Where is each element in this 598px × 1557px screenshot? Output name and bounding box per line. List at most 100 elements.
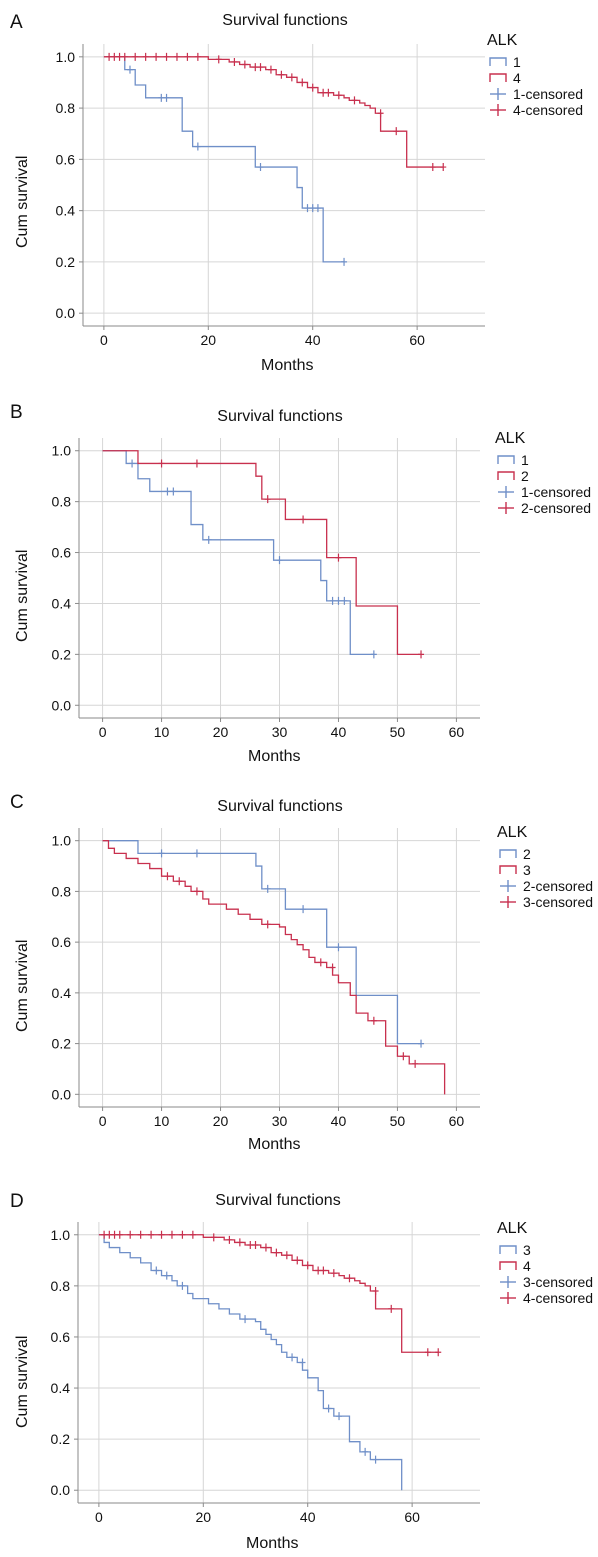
x-tick-label: 0 bbox=[95, 1509, 103, 1525]
x-axis-label: Months bbox=[248, 1136, 301, 1153]
legend-item: 4-censored bbox=[487, 102, 583, 118]
legend-item: 4 bbox=[487, 70, 583, 86]
legend-swatch bbox=[495, 501, 517, 515]
legend-label: 1-censored bbox=[521, 484, 592, 500]
censored-mark-4 bbox=[294, 1256, 301, 1265]
censored-mark-3 bbox=[336, 1412, 343, 1421]
legend-label: 2 bbox=[521, 468, 529, 484]
censored-mark-2 bbox=[158, 459, 165, 468]
legend-swatch bbox=[487, 87, 509, 101]
legend-swatch bbox=[497, 863, 519, 877]
legend-item: 2 bbox=[497, 846, 593, 862]
censored-mark-3 bbox=[153, 1266, 160, 1275]
censored-mark-3 bbox=[179, 1281, 186, 1290]
x-tick-label: 0 bbox=[99, 724, 107, 740]
censored-mark-4 bbox=[127, 1230, 134, 1239]
censored-mark-3 bbox=[317, 958, 324, 967]
x-tick-label: 40 bbox=[300, 1509, 316, 1525]
legend-title: ALK bbox=[497, 1220, 528, 1237]
legend-swatch bbox=[495, 453, 517, 467]
censored-mark-4 bbox=[325, 88, 332, 97]
x-tick-label: 10 bbox=[154, 724, 170, 740]
censored-mark-4 bbox=[121, 52, 128, 61]
legend-item: 1-censored bbox=[495, 484, 591, 500]
legend-label: 4-censored bbox=[513, 102, 584, 118]
censored-mark-2 bbox=[193, 459, 200, 468]
legend-swatch bbox=[497, 1275, 519, 1289]
censored-mark-4 bbox=[288, 73, 295, 82]
censored-mark-4 bbox=[111, 52, 118, 61]
censored-mark-4 bbox=[330, 1269, 337, 1278]
censored-mark-3 bbox=[325, 1404, 332, 1413]
legend-label: 3 bbox=[523, 862, 531, 878]
censored-mark-4 bbox=[226, 1235, 233, 1244]
censored-mark-4 bbox=[116, 1230, 123, 1239]
censored-mark-1 bbox=[257, 163, 264, 172]
chart-title: Survival functions bbox=[217, 408, 343, 425]
chart-title: Survival functions bbox=[217, 798, 343, 815]
censored-mark-1 bbox=[329, 596, 336, 605]
panel-letter: D bbox=[10, 1191, 24, 1212]
legend-label: 1-censored bbox=[513, 86, 584, 102]
censored-mark-4 bbox=[309, 83, 316, 92]
panel-b: B Survival functions Cum survival Months… bbox=[0, 390, 598, 780]
censored-mark-4 bbox=[194, 52, 201, 61]
legend-swatch bbox=[487, 71, 509, 85]
censored-mark-4 bbox=[393, 127, 400, 136]
censored-mark-4 bbox=[247, 1240, 254, 1249]
plot-area: 0 20 40 60 0.0 0.2 0.4 0.6 0.8 1.0 bbox=[56, 44, 485, 348]
x-tick-label: 60 bbox=[449, 724, 465, 740]
censored-mark-3 bbox=[176, 877, 183, 886]
censored-mark-1 bbox=[335, 596, 342, 605]
panel-letter: B bbox=[10, 402, 23, 423]
censored-mark-2 bbox=[300, 515, 307, 524]
censored-mark-4 bbox=[106, 1230, 113, 1239]
censored-mark-4 bbox=[179, 1230, 186, 1239]
legend-label: 1 bbox=[521, 452, 529, 468]
censored-mark-4 bbox=[278, 70, 285, 79]
censored-mark-4 bbox=[137, 1230, 144, 1239]
censored-mark-4 bbox=[168, 1230, 175, 1239]
censored-mark-4 bbox=[388, 1304, 395, 1313]
censored-mark-4 bbox=[267, 65, 274, 74]
plot-area: 0 10 20 30 40 50 60 0.0 0.2 0.4 0.6 0.8 1.0 bbox=[52, 438, 480, 740]
censored-mark-2 bbox=[193, 849, 200, 858]
censored-mark-4 bbox=[101, 1230, 108, 1239]
censored-mark-1 bbox=[126, 65, 133, 74]
y-tick-label: 0.8 bbox=[52, 883, 72, 899]
censored-mark-1 bbox=[163, 93, 170, 102]
censored-mark-4 bbox=[148, 1230, 155, 1239]
censored-mark-3 bbox=[193, 887, 200, 896]
censored-mark-4 bbox=[346, 1274, 353, 1283]
censored-mark-3 bbox=[400, 1052, 407, 1061]
y-tick-label: 0.4 bbox=[52, 985, 72, 1001]
legend-item: 1 bbox=[487, 54, 583, 70]
panel-a: A Survival functions Cum survival Months… bbox=[0, 0, 598, 390]
y-tick-label: 1.0 bbox=[51, 1227, 71, 1243]
y-tick-label: 1.0 bbox=[56, 49, 76, 65]
censored-mark-4 bbox=[262, 1243, 269, 1252]
x-tick-label: 60 bbox=[449, 1113, 465, 1129]
legend-title: ALK bbox=[497, 824, 528, 841]
y-tick-label: 0.4 bbox=[52, 595, 72, 611]
legend-swatch bbox=[497, 847, 519, 861]
censored-mark-4 bbox=[132, 52, 139, 61]
censored-mark-4 bbox=[315, 1266, 322, 1275]
legend-swatch bbox=[497, 1243, 519, 1257]
x-tick-label: 20 bbox=[213, 1113, 229, 1129]
chart-title: Survival functions bbox=[222, 12, 348, 29]
censored-mark-1 bbox=[304, 204, 311, 213]
censored-mark-4 bbox=[320, 88, 327, 97]
legend-item: 3 bbox=[497, 1242, 593, 1258]
censored-mark-3 bbox=[242, 1315, 249, 1324]
x-tick-label: 60 bbox=[404, 1509, 420, 1525]
plot-area: 0 10 20 30 40 50 60 0.0 0.2 0.4 0.6 0.8 1.0 bbox=[52, 828, 480, 1129]
censored-mark-1 bbox=[205, 535, 212, 544]
legend-swatch bbox=[495, 469, 517, 483]
y-tick-label: 0.6 bbox=[52, 545, 72, 561]
censored-mark-4 bbox=[283, 1251, 290, 1260]
y-tick-label: 0.2 bbox=[51, 1431, 71, 1447]
legend-swatch bbox=[497, 895, 519, 909]
legend-swatch bbox=[497, 879, 519, 893]
censored-mark-4 bbox=[424, 1348, 431, 1357]
